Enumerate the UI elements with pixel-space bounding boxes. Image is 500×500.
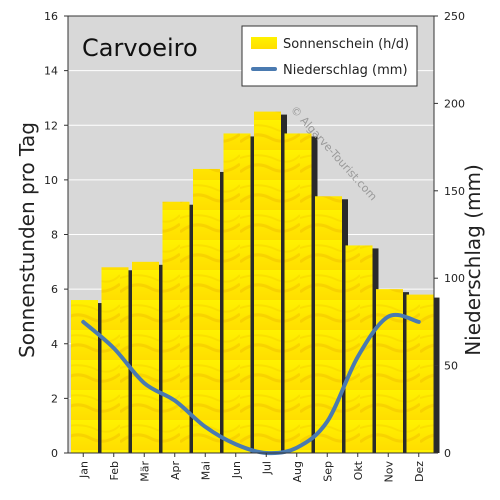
legend-precipitation-label: Niederschlag (mm) (283, 63, 408, 78)
x-tick-label: Sep (321, 461, 334, 482)
left-tick-label: 6 (51, 283, 58, 296)
sunshine-bar-sep (315, 196, 342, 453)
sunshine-bar-mär (132, 261, 159, 453)
legend-box (241, 25, 418, 87)
right-tick-label: 100 (444, 272, 465, 285)
legend-precipitation-swatch (251, 67, 277, 71)
sunshine-bar-apr (162, 201, 190, 453)
left-tick-label: 4 (51, 338, 58, 351)
chart-title: Carvoeiro (82, 34, 198, 62)
right-tick-label: 250 (444, 10, 465, 23)
x-tick-label: Feb (108, 461, 121, 480)
left-tick-label: 2 (51, 392, 58, 405)
left-tick-label: 8 (51, 229, 58, 242)
bar-shadow (128, 270, 135, 453)
bar-shadow (281, 114, 287, 453)
x-tick-label: Apr (169, 461, 182, 481)
left-tick-label: 16 (44, 10, 58, 23)
x-tick-label: Mai (199, 461, 212, 480)
right-tick-label: 200 (444, 97, 465, 110)
bar-shadow (98, 303, 104, 453)
x-tick-label: Jul (260, 461, 273, 475)
x-tick-label: Jan (77, 461, 90, 479)
legend: Sonnenschein (h/d) Niederschlag (mm) (241, 25, 418, 87)
left-axis-title: Sonnenstunden pro Tag (15, 122, 39, 358)
x-tick-label: Nov (382, 461, 395, 483)
x-tick-label: Aug (291, 461, 304, 482)
right-tick-label: 0 (444, 447, 451, 460)
sunshine-bars (71, 111, 434, 453)
right-tick-label: 150 (444, 185, 465, 198)
sunshine-bar-jun (223, 133, 251, 453)
legend-sunshine-swatch (251, 37, 277, 49)
bar-shadow (250, 136, 257, 453)
left-axis-ticks: 0 2 4 6 8 10 12 14 16 (44, 10, 68, 460)
left-tick-label: 10 (44, 174, 58, 187)
bar-shadow (189, 204, 196, 453)
left-tick-label: 14 (44, 65, 58, 78)
sunshine-bar-aug (284, 133, 312, 453)
x-tick-label: Jun (230, 461, 243, 479)
right-axis-ticks: 0 50 100 150 200 250 (434, 10, 465, 460)
bar-shadow (433, 297, 440, 453)
bar-shadows (98, 114, 440, 453)
bar-shadow (159, 264, 165, 453)
x-tick-label: Dez (413, 461, 426, 482)
left-tick-label: 0 (51, 447, 58, 460)
sunshine-bar-jul (254, 111, 281, 453)
sunshine-bar-jan (71, 300, 98, 453)
legend-sunshine-label: Sonnenschein (h/d) (283, 37, 409, 52)
precipitation-line (81, 312, 421, 456)
sunshine-bar-mai (193, 168, 220, 453)
bar-shadow (342, 199, 348, 453)
bar-shadow (403, 292, 409, 453)
bar-shadow (311, 136, 318, 453)
x-axis-ticks: Jan Feb Mär Apr Mai Jun Jul Aug Sep Okt Nov Dez (77, 453, 426, 482)
x-tick-label: Okt (352, 460, 365, 480)
bar-shadow (220, 171, 226, 453)
left-tick-label: 12 (44, 119, 58, 132)
sunshine-bar-okt (345, 245, 373, 453)
bar-shadow (372, 248, 379, 453)
right-axis-title: Niederschlag (mm) (461, 164, 485, 356)
x-tick-label: Mär (138, 461, 151, 482)
right-tick-label: 50 (444, 360, 458, 373)
